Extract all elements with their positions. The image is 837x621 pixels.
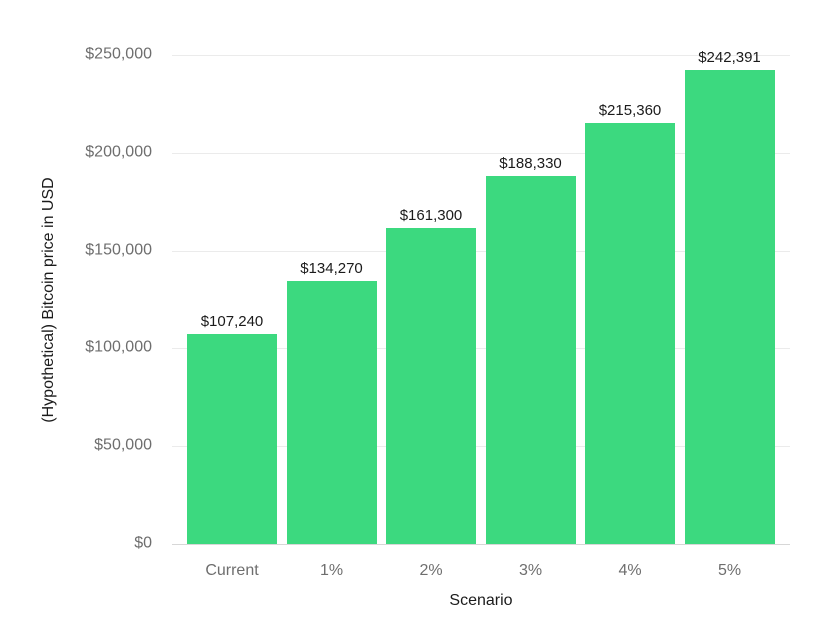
y-axis-title: (Hypothetical) Bitcoin price in USD [40, 177, 57, 423]
y-gridline [172, 152, 790, 154]
x-tick-label: 4% [618, 562, 642, 579]
x-tick-label: Current [205, 562, 259, 579]
bar-current [187, 334, 277, 544]
bar-2pct [386, 228, 476, 544]
x-tick-label: 1% [319, 562, 344, 579]
y-tick-label: $250,000 [85, 45, 152, 63]
y-tick-label: $50,000 [94, 436, 152, 454]
bar-1pct [286, 281, 377, 544]
bar-3pct [485, 175, 576, 544]
x-tick-label: 3% [518, 562, 543, 579]
bar-4pct [585, 122, 675, 544]
y-tick-label: $0 [134, 534, 152, 552]
bar-value-label: $107,240 [200, 313, 264, 331]
y-gridline [172, 348, 790, 350]
bar-value-label: $242,391 [698, 48, 761, 66]
bar-value-label: $161,300 [399, 207, 463, 225]
y-gridline [172, 55, 790, 56]
x-tick-label: 2% [419, 562, 443, 579]
y-gridline [172, 250, 790, 252]
y-gridline [172, 446, 790, 448]
y-tick-label: $200,000 [85, 143, 152, 161]
bar-value-label: $134,270 [300, 260, 363, 278]
bar-5pct [684, 69, 775, 544]
y-tick-label: $150,000 [85, 241, 152, 259]
y-tick-label: $100,000 [85, 339, 152, 357]
bar-value-label: $215,360 [598, 101, 662, 119]
x-axis-baseline [172, 544, 790, 545]
x-axis-title: Scenario [449, 592, 513, 609]
bar-value-label: $188,330 [499, 154, 562, 172]
x-tick-label: 5% [717, 562, 742, 579]
